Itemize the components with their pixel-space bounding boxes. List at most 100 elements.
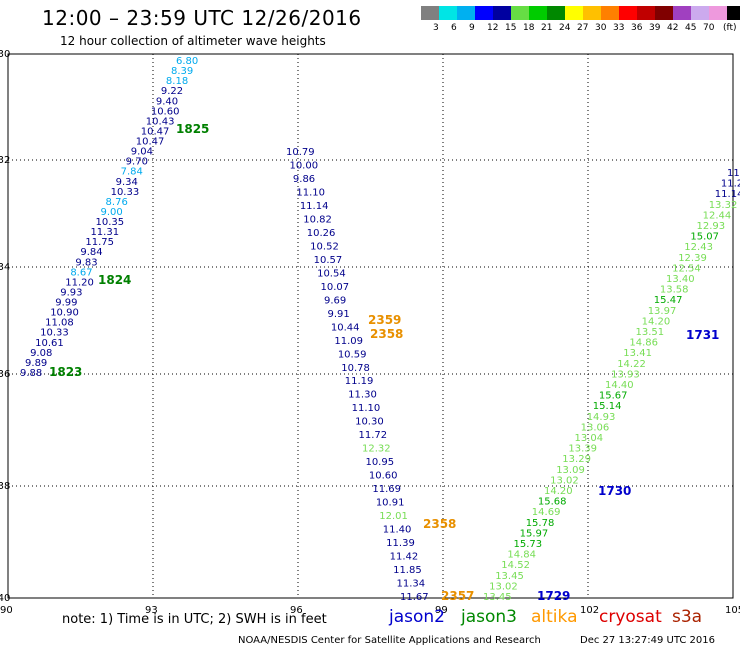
swh-value: 10.91 (376, 498, 405, 509)
swh-value: 11.10 (296, 187, 325, 198)
longitude-label: 93 (145, 605, 158, 616)
swh-value: 10.52 (310, 241, 339, 252)
swh-value: 11.2 (721, 179, 740, 190)
legend-label: 9 (469, 23, 475, 33)
swh-value: 9.86 (293, 174, 315, 185)
legend-label: 30 (595, 23, 607, 33)
swh-value: 10.30 (355, 417, 384, 428)
swh-value: 9.84 (80, 247, 102, 258)
latitude-label: -40 (0, 593, 10, 604)
swh-value: 15.97 (520, 528, 549, 539)
swh-value: 13.45 (483, 592, 512, 603)
swh-value: 10.07 (321, 282, 350, 293)
legend-swatch (691, 6, 709, 20)
pass-time-label: 1825 (176, 122, 209, 136)
swh-value: 14.40 (605, 380, 634, 391)
legend-swatch (529, 6, 547, 20)
swh-value: 11.14 (300, 201, 329, 212)
swh-value: 10.47 (141, 126, 170, 137)
swh-value: 10.82 (303, 214, 332, 225)
legend-swatch (457, 6, 475, 20)
legend-swatch (439, 6, 457, 20)
longitude-label: 99 (435, 605, 448, 616)
swh-value: 15.73 (514, 539, 543, 550)
satellite-jason2: jason2 (389, 607, 445, 627)
legend-swatch (583, 6, 601, 20)
legend-label: 70 (703, 23, 715, 33)
swh-value: 13.45 (495, 571, 524, 582)
swh-value: 12.39 (678, 253, 707, 264)
swh-value: 14.22 (617, 359, 646, 370)
pass-time-label: 1823 (49, 365, 82, 379)
swh-value: 13.29 (562, 454, 591, 465)
footer-note: note: 1) Time is in UTC; 2) SWH is in fe… (62, 612, 327, 627)
swh-value: 15.14 (593, 401, 622, 412)
swh-value: 13.32 (709, 200, 738, 211)
swh-value: 9.04 (131, 147, 153, 158)
legend-label: (ft) (723, 23, 737, 33)
longitude-label: 102 (580, 605, 599, 616)
latitude-label: -36 (0, 369, 10, 380)
latitude-label: -30 (0, 49, 10, 60)
swh-value: 15.47 (654, 295, 683, 306)
swh-value: 10.60 (369, 471, 398, 482)
swh-value: 13.06 (581, 422, 610, 433)
swh-value: 11.09 (334, 336, 363, 347)
legend-label: 45 (685, 23, 697, 33)
legend-swatch (421, 6, 439, 20)
swh-value: 9.91 (327, 309, 349, 320)
satellite-jason3: jason3 (461, 607, 517, 627)
swh-value: 14.52 (501, 560, 530, 571)
swh-value: 13.97 (648, 306, 677, 317)
swh-value: 8.18 (166, 76, 188, 87)
swh-value: 10.90 (50, 308, 79, 319)
legend-swatch (709, 6, 727, 20)
longitude-label: 90 (0, 605, 13, 616)
latitude-label: -34 (0, 262, 10, 273)
swh-value: 12.01 (379, 511, 408, 522)
map-subtitle: 12 hour collection of altimeter wave hei… (60, 34, 326, 48)
swh-value: 10.95 (365, 457, 394, 468)
legend-label: 21 (541, 23, 553, 33)
pass-time-label: 1824 (98, 273, 131, 287)
swh-value: 12.32 (362, 444, 391, 455)
swh-value: 10.78 (341, 363, 370, 374)
swh-value: 14.86 (629, 338, 658, 349)
map-frame (7, 53, 734, 599)
swh-value: 11.40 (383, 525, 412, 536)
swh-value: 14.20 (544, 486, 573, 497)
satellite-cryosat: cryosat (599, 607, 662, 627)
swh-value: 10.44 (331, 322, 360, 333)
swh-value: 13.09 (556, 465, 585, 476)
swh-value: 9.99 (55, 298, 77, 309)
pass-time-label: 2357 (441, 589, 474, 603)
swh-value: 15.68 (538, 497, 567, 508)
swh-value: 11.31 (90, 227, 119, 238)
pass-time-label: 1731 (686, 328, 719, 342)
swh-value: 8.67 (70, 267, 92, 278)
swh-value: 6.80 (176, 56, 198, 67)
swh-value: 9.22 (161, 86, 183, 97)
longitude-label: 96 (290, 605, 303, 616)
swh-value: 13.40 (666, 274, 695, 285)
satellite-s3a: s3a (672, 607, 703, 627)
swh-value: 11.67 (400, 592, 429, 603)
swh-value: 7.84 (121, 167, 143, 178)
swh-value: 15.07 (690, 232, 719, 243)
swh-value: 15.78 (526, 518, 555, 529)
legend-swatch (547, 6, 565, 20)
credit-line: NOAA/NESDIS Center for Satellite Applica… (238, 635, 541, 646)
legend-label: 42 (667, 23, 679, 33)
swh-value: 8.76 (106, 197, 128, 208)
pass-time-label: 2358 (370, 327, 403, 341)
satellite-altika: altika (531, 607, 578, 627)
swh-value: 13.93 (611, 369, 640, 380)
swh-value: 11.72 (359, 430, 388, 441)
pass-time-label: 1730 (598, 484, 631, 498)
swh-value: 11.08 (45, 318, 74, 329)
legend-label: 39 (649, 23, 661, 33)
latitude-label: -32 (0, 155, 10, 166)
swh-value: 9.40 (156, 96, 178, 107)
swh-value: 8.39 (171, 66, 193, 77)
